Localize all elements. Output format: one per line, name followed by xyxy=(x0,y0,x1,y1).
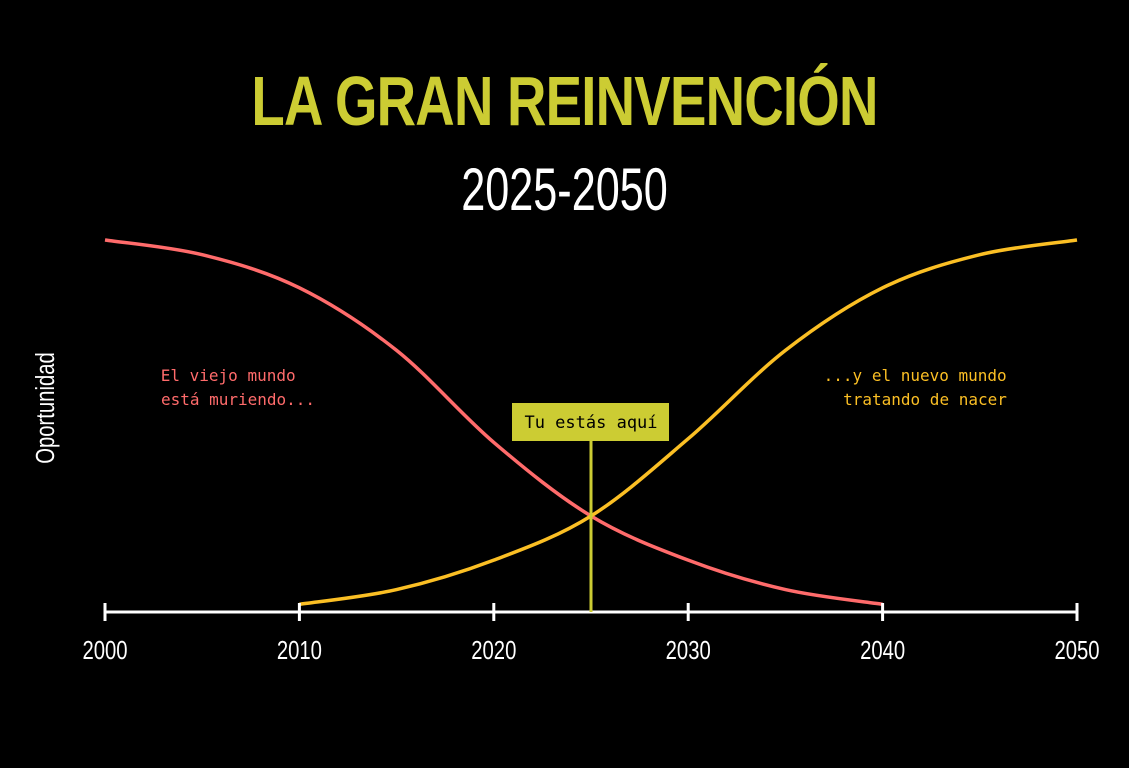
new-world-annotation: ...y el nuevo mundo tratando de nacer xyxy=(824,366,1017,409)
chart-subtitle: 2025-2050 xyxy=(461,156,668,223)
x-tick-label: 2000 xyxy=(82,636,127,665)
series-line-new-world xyxy=(299,238,1078,607)
you-are-here-marker: Tu estás aquí xyxy=(512,403,669,612)
x-tick-label: 2050 xyxy=(1054,636,1099,665)
chart-title: LA GRAN REINVENCIÓN xyxy=(251,62,878,140)
y-axis-label: Oportunidad xyxy=(31,352,60,464)
x-tick-label: 2040 xyxy=(860,636,905,665)
x-tick-label: 2030 xyxy=(666,636,711,665)
series-group xyxy=(104,238,1078,607)
old-world-annotation: El viejo mundo está muriendo... xyxy=(161,366,315,409)
series-line-old-world xyxy=(104,238,883,607)
marker-label: Tu estás aquí xyxy=(524,413,657,433)
x-ticks-group: 2000 2010 2020 2030 2040 2050 xyxy=(82,603,1100,665)
x-tick-label: 2020 xyxy=(471,636,516,665)
marker-label-box xyxy=(512,403,669,441)
x-tick-label: 2010 xyxy=(277,636,322,665)
